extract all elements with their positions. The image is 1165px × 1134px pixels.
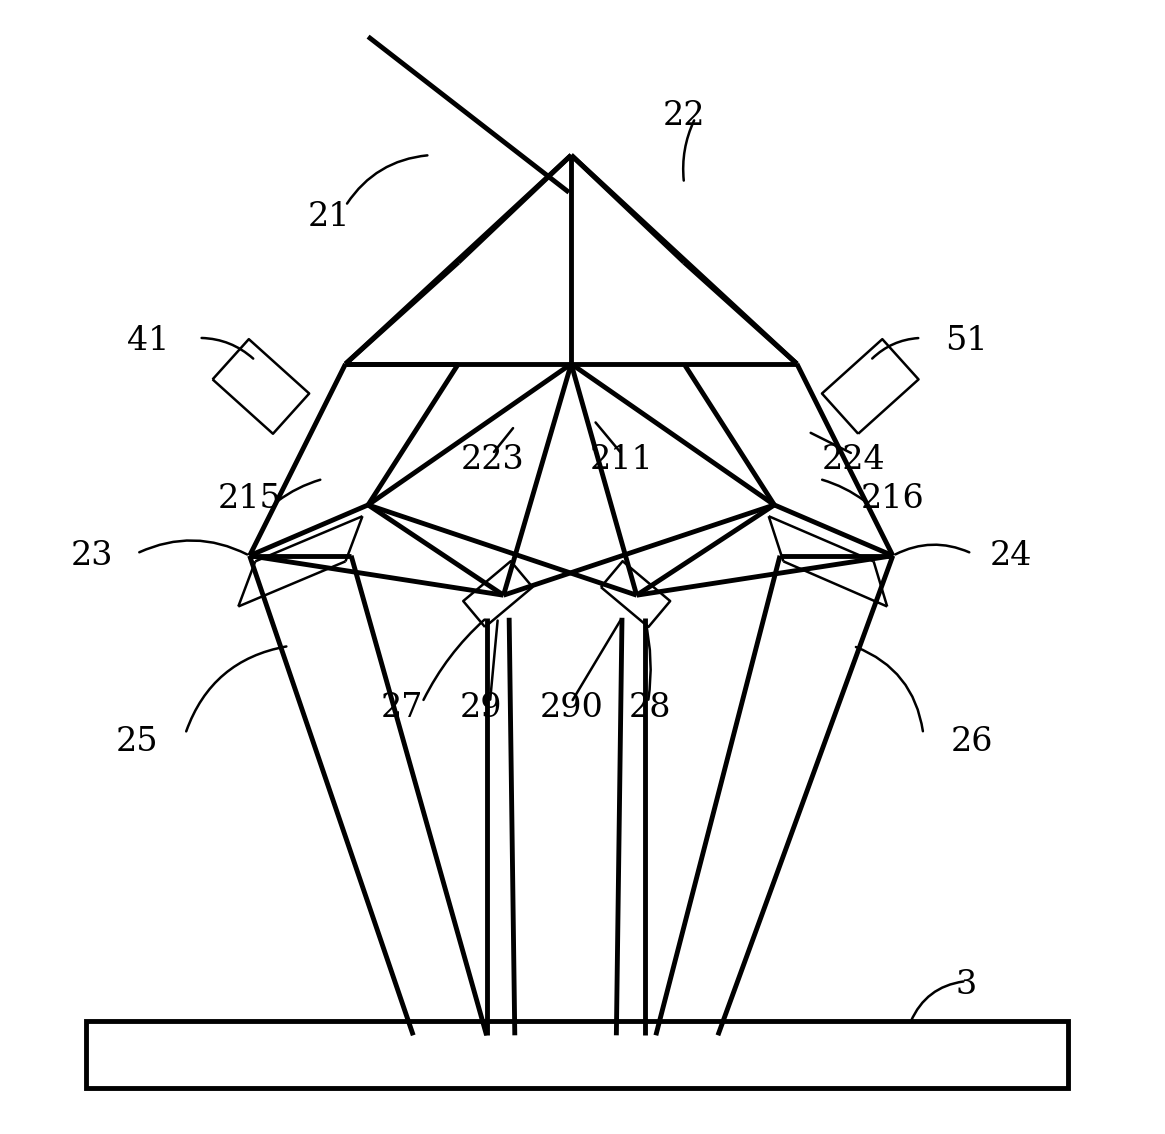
Text: 51: 51 bbox=[945, 325, 988, 357]
Text: 290: 290 bbox=[539, 692, 603, 723]
Text: 211: 211 bbox=[591, 443, 654, 476]
Text: 23: 23 bbox=[70, 540, 113, 572]
Text: 28: 28 bbox=[629, 692, 671, 723]
Bar bbox=[86, 1021, 1068, 1089]
Text: 216: 216 bbox=[861, 483, 925, 515]
Text: 25: 25 bbox=[115, 726, 158, 758]
Text: 41: 41 bbox=[127, 325, 169, 357]
Text: 22: 22 bbox=[663, 100, 705, 132]
Text: 3: 3 bbox=[955, 968, 976, 1000]
Text: 224: 224 bbox=[821, 443, 885, 476]
Text: 223: 223 bbox=[460, 443, 524, 476]
Text: 26: 26 bbox=[951, 726, 993, 758]
Text: 21: 21 bbox=[308, 201, 350, 234]
Text: 27: 27 bbox=[381, 692, 423, 723]
Text: 24: 24 bbox=[990, 540, 1032, 572]
Text: 29: 29 bbox=[460, 692, 502, 723]
Text: 215: 215 bbox=[218, 483, 282, 515]
